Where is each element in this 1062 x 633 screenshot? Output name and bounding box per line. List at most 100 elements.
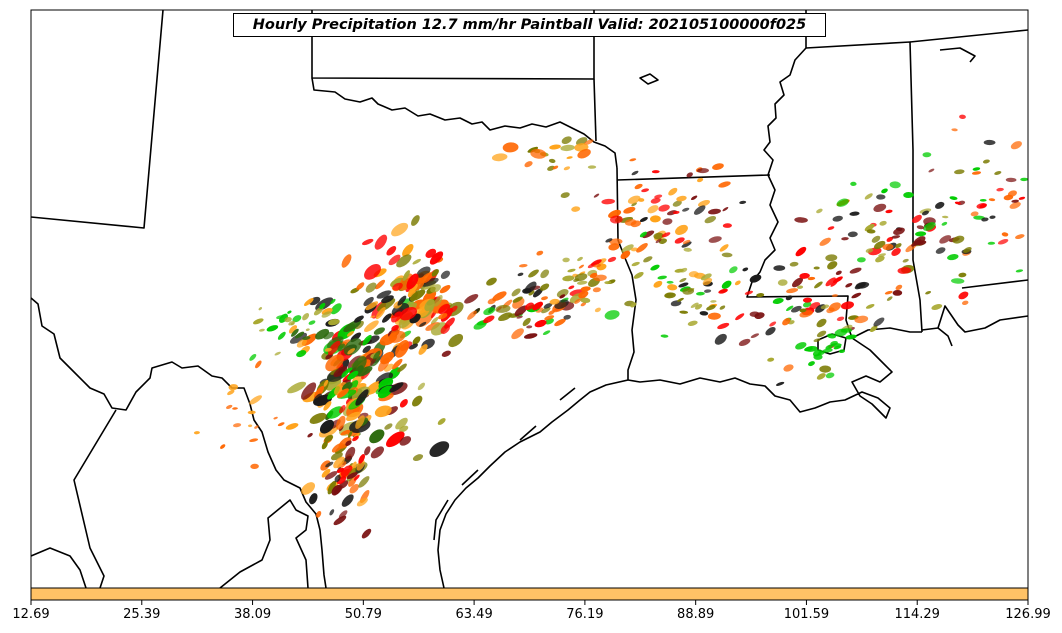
precip-blob [1015,269,1024,273]
precip-blob [816,373,826,380]
precip-blob [819,237,831,246]
precip-blob [690,195,698,201]
precip-blob [409,289,426,302]
precip-blob [430,316,439,325]
precip-blob [412,336,421,345]
precip-blob [548,158,556,163]
precip-blob [419,321,427,327]
precip-blob [854,315,869,324]
precip-blob [273,416,278,420]
precip-blob [566,156,573,159]
precip-blob [589,272,598,278]
precip-blob [885,209,893,214]
precip-blob [893,227,905,236]
precip-blob [346,330,355,337]
colorbar [30,587,1029,601]
precip-blob [333,366,348,377]
precip-blob [347,370,359,380]
precip-blob [441,350,451,357]
precip-blob [522,317,531,327]
precip-blob [334,474,341,483]
precip-blob [722,206,729,212]
precip-blob [390,277,405,288]
precip-blob [714,333,727,345]
precip-blob [653,280,663,288]
precip-blob [772,298,784,304]
precip-blob [804,346,813,352]
precip-blob [517,272,524,277]
precip-blob [604,310,620,320]
precip-blob [391,358,403,370]
precipitation-blobs [193,114,1028,539]
precip-blob [607,256,617,263]
precip-blob [399,436,412,446]
precip-blob [697,168,709,174]
precip-blob [418,344,428,355]
precip-blob [337,461,347,469]
precip-blob [547,165,555,171]
precip-blob [630,302,637,308]
precip-blob [734,280,741,286]
precip-blob [534,319,547,328]
precip-blob [562,275,575,282]
lake-outline-1 [639,73,659,85]
precip-blob [976,203,987,209]
precip-blob [431,269,439,277]
precip-blob [982,159,990,164]
precip-blob [380,351,395,365]
precip-blob [255,360,262,369]
precip-blob [631,202,637,207]
precip-blob [679,277,687,283]
precip-blob [362,334,372,346]
colorbar-tick-label: 76.19 [566,607,604,622]
precip-blob [970,211,979,217]
precip-blob [882,243,894,251]
precip-blob [578,264,584,269]
precip-blob [799,272,810,279]
precip-blob [483,315,495,324]
precip-blob [438,313,448,320]
precip-blob [777,279,788,286]
precip-blob [892,289,903,296]
precip-blob [580,302,587,307]
precip-blob [650,197,661,204]
precip-blob [808,361,815,367]
precip-blob [327,340,341,356]
precip-blob [277,422,285,427]
precip-blob [828,302,841,312]
precip-blob [386,246,397,256]
precip-blob [952,235,965,244]
colorbar-tick-label: 38.09 [233,607,272,622]
precip-blob [827,261,838,270]
precip-blob [841,237,849,241]
precip-blob [847,231,858,238]
precip-blob [412,454,424,462]
map-title: Hourly Precipitation 12.7 mm/hr Paintbal… [233,13,826,37]
precip-blob [951,278,965,284]
precip-blob [879,220,887,226]
precip-blob [642,230,655,239]
colorbar-tick-label: 25.39 [123,607,161,622]
precip-blob [285,423,299,430]
precip-blob [706,305,716,311]
colorbar-tick-label: 101.59 [783,607,830,622]
precip-blob [397,295,407,306]
precip-blob [634,183,643,190]
precip-blob [845,334,857,340]
precip-blob [610,215,623,224]
precip-blob [330,303,342,315]
precip-blob [620,250,631,260]
precip-blob [567,268,576,273]
precip-blob [358,476,370,488]
precip-blob [321,441,328,450]
precip-blob [291,328,299,337]
precip-blob [674,237,685,244]
precip-blob [664,292,676,299]
precip-blob [697,177,704,183]
precip-blob [574,298,581,304]
mexico-state-line-3 [219,499,309,588]
precip-blob [356,282,365,290]
precip-blob [677,297,684,302]
mississippi-coast [851,327,922,339]
precip-blob [902,258,909,263]
